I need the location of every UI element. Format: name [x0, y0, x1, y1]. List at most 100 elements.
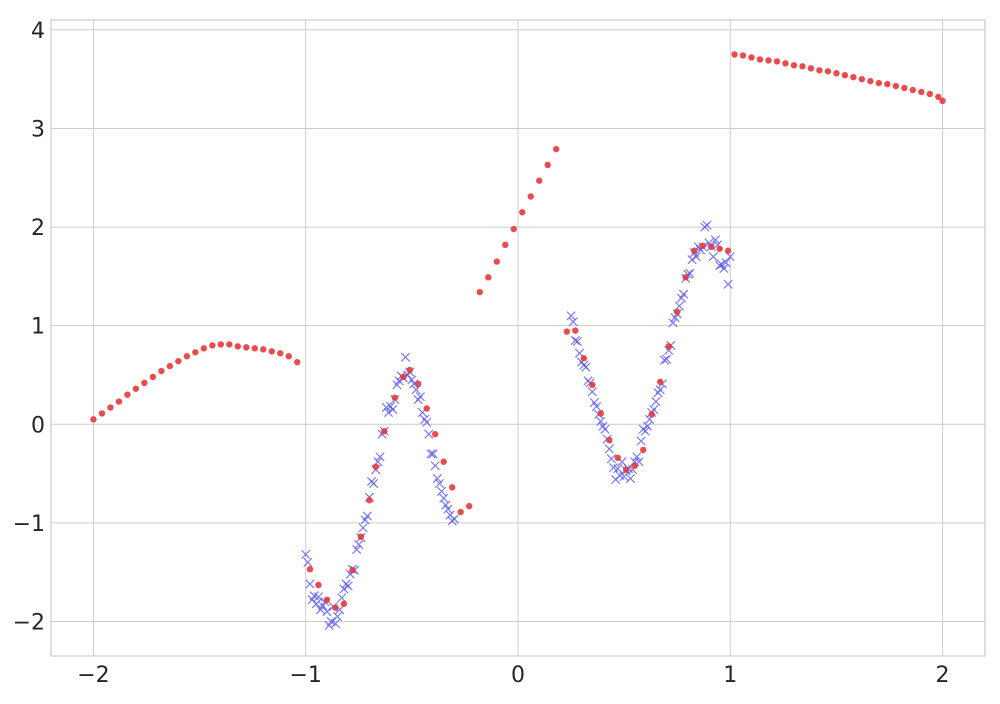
predicted-point	[707, 243, 715, 250]
y-tick-label: −2	[13, 610, 45, 635]
observed-point	[352, 544, 362, 555]
observed-point	[719, 263, 729, 274]
observed-point	[678, 289, 689, 299]
predicted-point	[773, 58, 781, 65]
predicted-point	[465, 502, 473, 510]
observed-point	[625, 473, 636, 484]
predicted-point	[682, 274, 689, 281]
predicted-point	[124, 391, 131, 398]
predicted-point	[731, 51, 738, 58]
y-tick-label: 3	[31, 117, 45, 142]
observed-point	[640, 426, 650, 436]
observed-point	[587, 387, 597, 397]
predicted-point	[824, 68, 832, 75]
predicted-point	[892, 82, 900, 90]
predicted-point	[782, 60, 789, 67]
observed-point	[568, 317, 578, 327]
predicted-point	[631, 462, 638, 469]
predicted-point	[200, 345, 208, 352]
observed-point	[604, 444, 614, 454]
observed-point	[566, 311, 576, 321]
predicted-point	[306, 566, 314, 573]
observed-point	[422, 417, 432, 427]
observed-point	[436, 486, 447, 496]
y-tick-labels: −2 −1 0 1 2 3 4	[13, 19, 45, 636]
observed-point	[313, 592, 324, 602]
predicted-point	[614, 454, 621, 462]
predicted-point	[251, 345, 258, 352]
observed-point	[632, 452, 642, 462]
predicted-point	[724, 247, 732, 254]
predicted-point	[406, 366, 413, 374]
predicted-point	[115, 398, 123, 405]
observed-point	[606, 454, 617, 464]
x-tick-label: 1	[723, 663, 737, 688]
predicted-point	[935, 93, 942, 101]
observed-point	[322, 607, 332, 617]
predicted-point	[909, 86, 917, 94]
predicted-point	[502, 241, 509, 249]
predicted-point	[158, 367, 165, 375]
observed-point	[343, 581, 353, 591]
predicted-point	[640, 446, 647, 454]
observed-point	[659, 355, 670, 365]
observed-point	[434, 478, 445, 489]
predicted-point	[807, 65, 815, 72]
observed-point	[636, 436, 646, 446]
observed-point	[305, 579, 315, 589]
predicted-point	[423, 405, 430, 412]
predicted-point	[268, 348, 275, 355]
predicted-point	[90, 416, 97, 423]
x-tick-label: −2	[77, 663, 109, 688]
predicted-point	[765, 57, 772, 64]
predicted-point	[841, 72, 849, 79]
predicted-point	[166, 362, 174, 370]
predicted-point	[833, 70, 840, 77]
observed-point	[642, 421, 653, 431]
predicted-point	[440, 458, 447, 465]
predicted-point	[926, 90, 934, 98]
predicted-point	[553, 145, 560, 153]
observed-point	[388, 404, 398, 415]
predicted-point	[739, 52, 747, 59]
observed-point	[330, 618, 341, 629]
y-tick-label: −1	[13, 512, 45, 537]
predicted-point	[716, 245, 723, 252]
y-tick-label: 0	[31, 413, 45, 438]
observed-point	[661, 354, 672, 364]
predicted-point	[400, 373, 407, 381]
x-tick-label: −1	[290, 663, 322, 688]
predicted-point	[816, 67, 823, 74]
observed-point	[358, 523, 368, 533]
observed-point	[710, 235, 721, 245]
predicted-point	[132, 385, 140, 392]
predicted-point	[850, 73, 857, 81]
predicted-point	[294, 358, 301, 366]
observed-point	[375, 452, 385, 462]
predicted-point	[391, 394, 399, 401]
predicted-point	[323, 596, 331, 603]
predicted-point	[226, 341, 233, 348]
predicted-point	[674, 308, 681, 316]
predicted-point	[884, 80, 891, 88]
observed-point	[332, 611, 343, 622]
predicted-point	[699, 242, 706, 250]
x-tick-label: 0	[511, 663, 525, 688]
predicted-point	[98, 410, 106, 417]
predicted-point	[589, 381, 596, 389]
predicted-point	[485, 274, 492, 281]
x-tick-labels: −2 −1 0 1 2	[77, 663, 949, 688]
observed-point	[572, 336, 583, 347]
observed-point	[311, 599, 321, 609]
observed-point	[428, 449, 438, 459]
observed-point	[570, 335, 580, 346]
predicted-point	[606, 436, 613, 444]
observed-point	[303, 557, 313, 567]
observed-point	[430, 461, 440, 471]
observed-point	[619, 471, 629, 482]
predicted-point	[340, 600, 348, 607]
predicted-point	[580, 355, 588, 362]
observed-point	[301, 549, 311, 560]
